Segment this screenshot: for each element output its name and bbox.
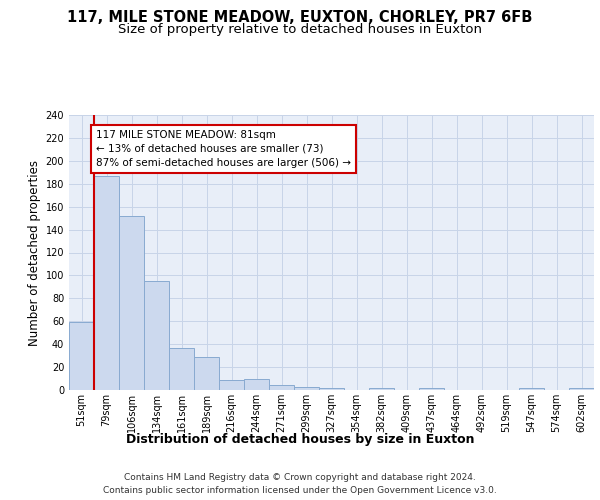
Text: 117, MILE STONE MEADOW, EUXTON, CHORLEY, PR7 6FB: 117, MILE STONE MEADOW, EUXTON, CHORLEY,…	[67, 10, 533, 25]
Bar	[144, 281, 169, 390]
Text: Contains HM Land Registry data © Crown copyright and database right 2024.
Contai: Contains HM Land Registry data © Crown c…	[103, 472, 497, 494]
Bar	[194, 357, 219, 390]
Text: Size of property relative to detached houses in Euxton: Size of property relative to detached ho…	[118, 22, 482, 36]
Text: 117 MILE STONE MEADOW: 81sqm
← 13% of detached houses are smaller (73)
87% of se: 117 MILE STONE MEADOW: 81sqm ← 13% of de…	[96, 130, 351, 168]
Bar	[319, 388, 344, 390]
Text: Distribution of detached houses by size in Euxton: Distribution of detached houses by size …	[126, 432, 474, 446]
Bar	[294, 386, 319, 390]
Y-axis label: Number of detached properties: Number of detached properties	[28, 160, 41, 346]
Bar	[219, 380, 244, 390]
Bar	[69, 322, 94, 390]
Bar	[169, 348, 194, 390]
Bar	[519, 388, 544, 390]
Bar	[369, 388, 394, 390]
Bar	[269, 386, 294, 390]
Bar	[119, 216, 144, 390]
Bar	[94, 176, 119, 390]
Bar	[419, 388, 444, 390]
Bar	[569, 388, 594, 390]
Bar	[244, 378, 269, 390]
